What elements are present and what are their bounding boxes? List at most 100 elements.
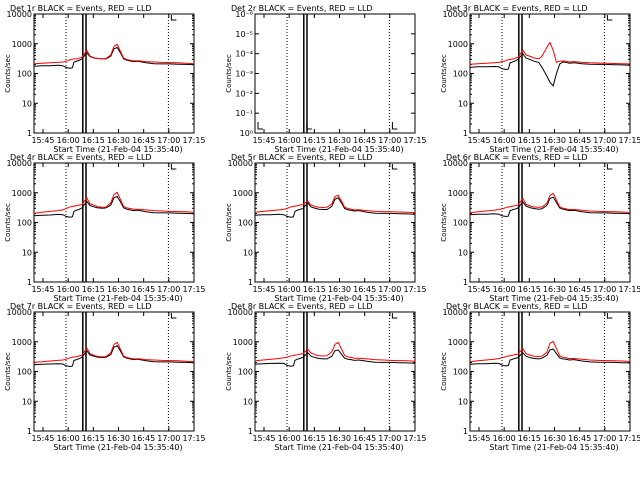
y-axis-label: Counts/sec	[440, 352, 448, 391]
y-tick-label: 10⁰	[240, 129, 253, 138]
x-tick-label: 17:15	[182, 136, 205, 145]
x-tick-label: 15:45	[252, 434, 275, 443]
series-lld-line	[33, 341, 195, 363]
series-events-line	[254, 349, 416, 367]
y-tick-label: 100	[238, 368, 253, 377]
y-tick-label: 10⁻⁴	[235, 50, 253, 59]
series-events-line	[469, 196, 631, 217]
x-tick-label: 17:15	[182, 285, 205, 294]
plot-frame	[254, 311, 416, 432]
y-tick-label: 1	[27, 129, 32, 138]
x-tick-label: 16:00	[493, 136, 516, 145]
bracket-mark	[391, 164, 398, 170]
y-tick-label: 1	[463, 427, 468, 436]
x-tick-label: 17:15	[618, 285, 640, 294]
x-tick-label: 16:15	[82, 285, 105, 294]
plot-frame	[33, 311, 195, 432]
x-tick-label: 16:45	[353, 136, 376, 145]
series-events-line	[33, 345, 195, 367]
x-tick-label: 15:45	[467, 136, 490, 145]
y-tick-label: 100	[17, 70, 32, 79]
y-tick-label: 100	[453, 219, 468, 228]
x-tick-label: 16:30	[107, 136, 130, 145]
y-axis-label: Counts/sec	[4, 54, 12, 93]
x-axis-label: Start Time (21-Feb-04 15:35:40)	[274, 145, 403, 154]
y-axis-label: Counts/sec	[225, 352, 233, 391]
x-tick-label: 17:15	[618, 434, 640, 443]
series-lld-line	[254, 194, 416, 214]
x-tick-label: 16:30	[328, 434, 351, 443]
plot-frame	[469, 13, 631, 134]
bracket-mark	[257, 122, 263, 130]
y-tick-label: 10⁻²	[235, 89, 253, 98]
y-tick-label: 1000	[233, 338, 253, 347]
series-lld-line	[469, 41, 631, 65]
x-tick-label: 16:30	[543, 285, 566, 294]
x-tick-label: 17:15	[403, 136, 426, 145]
x-axis-label: Start Time (21-Feb-04 15:35:40)	[489, 145, 618, 154]
y-tick-label: 10000	[443, 308, 468, 317]
y-tick-label: 10	[458, 248, 468, 257]
x-tick-label: 16:15	[518, 285, 541, 294]
series-lld-line	[469, 192, 631, 214]
plot-frame	[254, 162, 416, 283]
y-tick-label: 1	[463, 129, 468, 138]
series-events-line	[469, 348, 631, 367]
panel-4: Det 4r BLACK = Events, RED = LLD Counts/s…	[4, 153, 206, 303]
x-tick-label: 16:30	[107, 285, 130, 294]
y-tick-label: 100	[17, 368, 32, 377]
x-tick-label: 16:00	[57, 434, 80, 443]
y-tick-label: 1000	[12, 40, 32, 49]
x-tick-label: 16:15	[518, 136, 541, 145]
x-tick-label: 15:45	[31, 434, 54, 443]
x-tick-label: 16:00	[57, 136, 80, 145]
series-events-line	[33, 195, 195, 218]
x-tick-label: 15:45	[252, 136, 275, 145]
x-tick-label: 16:30	[328, 285, 351, 294]
bracket-mark	[170, 15, 177, 21]
panel-title: Det 7r BLACK = Events, RED = LLD	[10, 302, 152, 311]
plot-frame	[254, 13, 416, 134]
y-tick-label: 10⁻⁶	[235, 10, 253, 19]
y-tick-label: 1	[248, 427, 253, 436]
y-axis-label: Counts/sec	[4, 203, 12, 242]
panel-title: Det 9r BLACK = Events, RED = LLD	[446, 302, 588, 311]
y-tick-label: 10⁻⁵	[235, 30, 253, 39]
x-tick-label: 17:00	[593, 434, 616, 443]
bracket-mark	[391, 313, 398, 319]
y-tick-label: 1000	[448, 40, 468, 49]
x-tick-label: 15:45	[252, 285, 275, 294]
series-lld-line	[33, 43, 195, 65]
panel-8: Det 8r BLACK = Events, RED = LLD Counts/s…	[225, 302, 427, 452]
y-axis-label: Counts/sec	[225, 203, 233, 242]
y-tick-label: 100	[453, 368, 468, 377]
x-tick-label: 17:15	[403, 285, 426, 294]
panel-title: Det 3r BLACK = Events, RED = LLD	[446, 4, 588, 13]
x-tick-label: 16:15	[518, 434, 541, 443]
panel-1: Det 1r BLACK = Events, RED = LLD Counts/s…	[4, 4, 206, 154]
series-events-line	[33, 46, 195, 69]
x-tick-label: 16:45	[353, 285, 376, 294]
x-tick-label: 17:00	[378, 285, 401, 294]
y-tick-label: 1000	[233, 189, 253, 198]
x-tick-label: 16:00	[493, 434, 516, 443]
x-tick-label: 16:30	[107, 434, 130, 443]
panel-title: Det 8r BLACK = Events, RED = LLD	[231, 302, 373, 311]
panel-title: Det 1r BLACK = Events, RED = LLD	[10, 4, 152, 13]
panel-2: Det 2r BLACK = Events, RED = LLD Counts/s…	[225, 4, 427, 154]
y-tick-label: 1	[463, 278, 468, 287]
x-tick-label: 16:45	[568, 434, 591, 443]
x-tick-label: 17:00	[157, 136, 180, 145]
y-axis-label: Counts/sec	[4, 352, 12, 391]
plot-frame	[33, 13, 195, 134]
bracket-mark	[170, 164, 177, 170]
x-axis-label: Start Time (21-Feb-04 15:35:40)	[53, 145, 182, 154]
x-tick-label: 16:30	[543, 136, 566, 145]
x-tick-label: 17:00	[593, 285, 616, 294]
x-tick-label: 17:00	[378, 434, 401, 443]
x-tick-label: 17:00	[378, 136, 401, 145]
y-tick-label: 10000	[7, 308, 32, 317]
x-tick-label: 16:00	[493, 285, 516, 294]
y-tick-label: 1000	[12, 338, 32, 347]
bracket-mark	[606, 15, 613, 21]
